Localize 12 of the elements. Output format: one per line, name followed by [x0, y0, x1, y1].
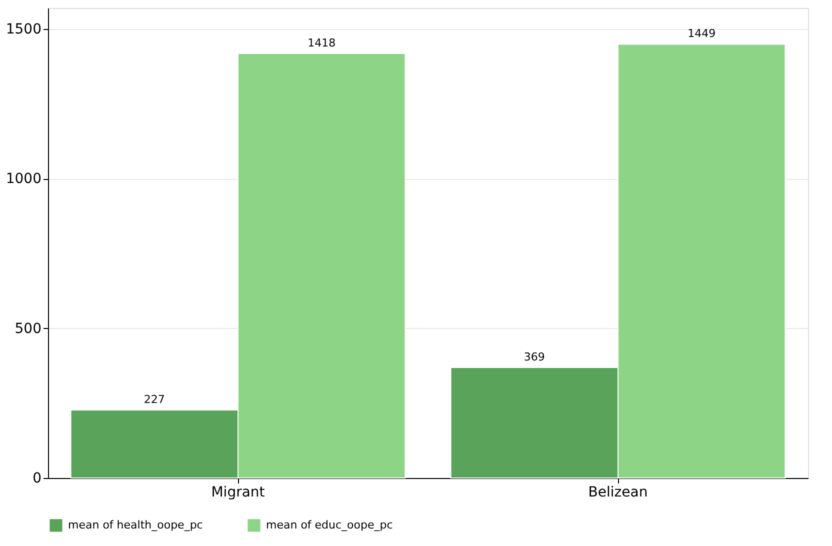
data-label: 1418 — [308, 36, 336, 50]
data-label: 1449 — [688, 27, 716, 40]
y-tick-label: 1000 — [6, 171, 42, 188]
x-tick-label: Belizean — [588, 484, 648, 500]
y-tick-label: 0 — [32, 470, 42, 486]
y-tick-label: 500 — [14, 320, 42, 337]
data-label: 369 — [524, 350, 545, 364]
legend-label: mean of health_oope_pc — [68, 518, 203, 532]
data-label: 227 — [144, 393, 165, 406]
legend-label: mean of educ_oope_pc — [266, 518, 393, 532]
y-tick-label: 1500 — [6, 21, 42, 38]
x-tick-label: Migrant — [211, 484, 266, 500]
